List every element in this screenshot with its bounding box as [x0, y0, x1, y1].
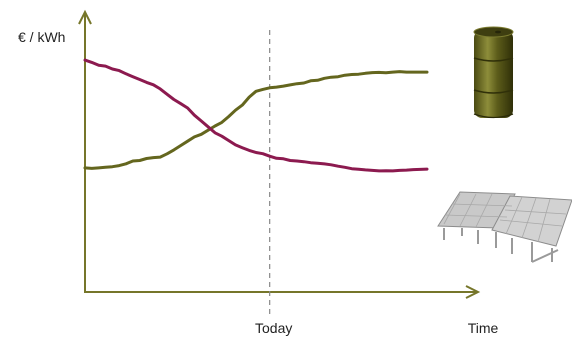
- y-axis-arrowhead: [78, 9, 92, 25]
- axes: [78, 9, 481, 299]
- solar-price-line: [83, 58, 429, 173]
- y-axis-label: € / kWh: [18, 29, 65, 45]
- x-axis-arrowhead: [465, 285, 481, 299]
- oil-barrel-icon: [473, 26, 514, 119]
- today-label: Today: [255, 320, 292, 336]
- x-axis-label: Time: [468, 320, 499, 336]
- solar-panel-icon: [437, 191, 572, 263]
- oil-price-line: [83, 70, 429, 170]
